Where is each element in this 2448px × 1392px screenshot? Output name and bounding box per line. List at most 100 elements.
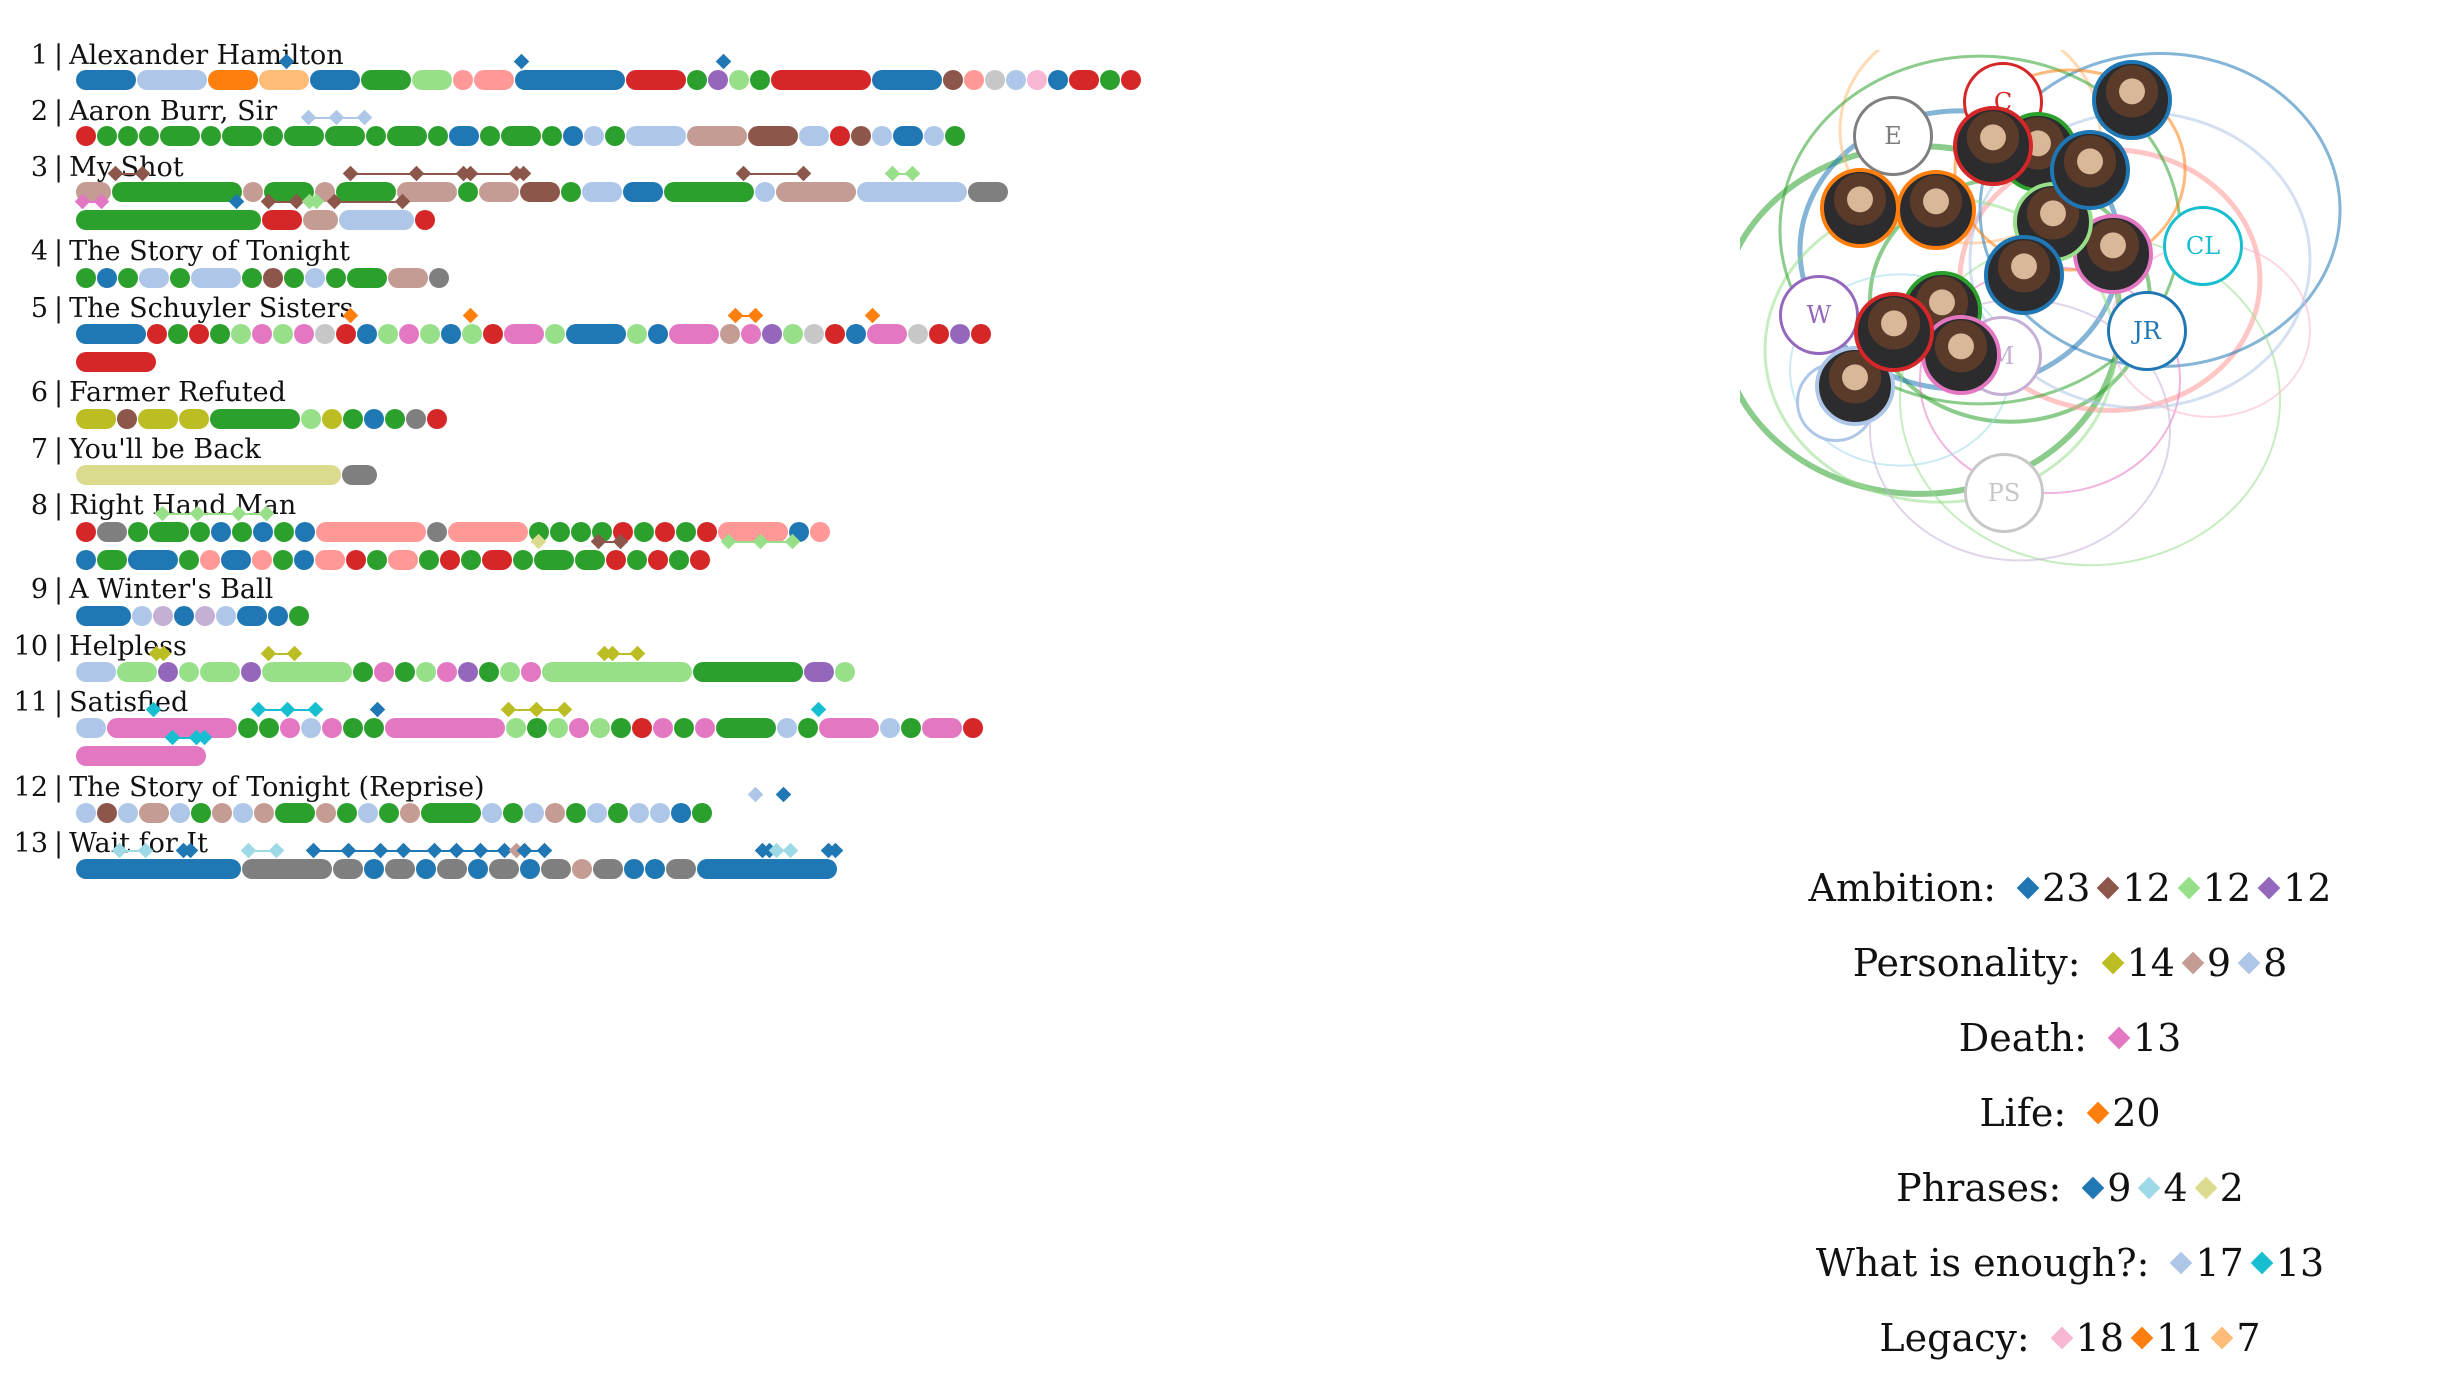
- dialogue-segment[interactable]: [242, 859, 332, 879]
- dialogue-dot[interactable]: [231, 324, 251, 344]
- dialogue-dot[interactable]: [416, 662, 436, 682]
- dialogue-dot[interactable]: [458, 662, 478, 682]
- dialogue-segment[interactable]: [336, 182, 396, 202]
- madison-photo[interactable]: [1854, 292, 1934, 372]
- dialogue-dot[interactable]: [608, 803, 628, 823]
- dialogue-segment[interactable]: [325, 126, 365, 146]
- dialogue-dot[interactable]: [527, 718, 547, 738]
- washington-photo[interactable]: [2092, 60, 2172, 140]
- dialogue-dot[interactable]: [524, 803, 544, 823]
- dialogue-segment[interactable]: [339, 210, 414, 230]
- dialogue-dot[interactable]: [273, 324, 293, 344]
- dialogue-segment[interactable]: [397, 182, 457, 202]
- legend-theme[interactable]: 8: [2237, 941, 2287, 985]
- dialogue-segment[interactable]: [534, 550, 574, 570]
- dialogue-segment[interactable]: [771, 70, 871, 90]
- dialogue-dot[interactable]: [76, 126, 96, 146]
- dialogue-dot[interactable]: [97, 268, 117, 288]
- dialogue-dot[interactable]: [462, 324, 482, 344]
- dialogue-dot[interactable]: [378, 324, 398, 344]
- dialogue-dot[interactable]: [632, 718, 652, 738]
- dialogue-dot[interactable]: [542, 126, 562, 146]
- dialogue-segment[interactable]: [264, 182, 314, 202]
- song-title[interactable]: 5 | The Schuyler Sisters: [0, 293, 354, 324]
- dialogue-segment[interactable]: [76, 465, 341, 485]
- theme-marker[interactable]: [864, 307, 881, 324]
- legend-theme[interactable]: 13: [2250, 1241, 2324, 1285]
- dialogue-segment[interactable]: [347, 268, 387, 288]
- dialogue-dot[interactable]: [294, 550, 314, 570]
- dialogue-dot[interactable]: [566, 803, 586, 823]
- dialogue-segment[interactable]: [489, 859, 519, 879]
- dialogue-dot[interactable]: [846, 324, 866, 344]
- dialogue-segment[interactable]: [200, 662, 240, 682]
- dialogue-dot[interactable]: [252, 324, 272, 344]
- theme-marker[interactable]: [747, 786, 764, 803]
- dialogue-segment[interactable]: [149, 522, 189, 542]
- legend-theme[interactable]: 12: [2177, 866, 2251, 910]
- dialogue-dot[interactable]: [653, 718, 673, 738]
- dialogue-dot[interactable]: [755, 182, 775, 202]
- dialogue-dot[interactable]: [624, 859, 644, 879]
- dialogue-segment[interactable]: [697, 859, 837, 879]
- song-title[interactable]: 7 | You'll be Back: [0, 434, 261, 465]
- dialogue-dot[interactable]: [963, 718, 983, 738]
- legend-theme[interactable]: 9: [2081, 1166, 2131, 1210]
- dialogue-segment[interactable]: [262, 210, 302, 230]
- dialogue-segment[interactable]: [210, 409, 300, 429]
- dialogue-segment[interactable]: [412, 70, 452, 90]
- dialogue-dot[interactable]: [191, 803, 211, 823]
- dialogue-dot[interactable]: [687, 70, 707, 90]
- dialogue-segment[interactable]: [541, 859, 571, 879]
- dialogue-dot[interactable]: [964, 70, 984, 90]
- legend-theme[interactable]: 11: [2130, 1316, 2204, 1360]
- dialogue-segment[interactable]: [520, 182, 560, 202]
- dialogue-segment[interactable]: [385, 718, 505, 738]
- theme-marker[interactable]: [369, 701, 386, 718]
- dialogue-dot[interactable]: [627, 550, 647, 570]
- dialogue-dot[interactable]: [76, 550, 96, 570]
- dialogue-dot[interactable]: [830, 126, 850, 146]
- dialogue-dot[interactable]: [243, 182, 263, 202]
- dialogue-dot[interactable]: [669, 550, 689, 570]
- theme-marker[interactable]: [513, 53, 530, 70]
- dialogue-dot[interactable]: [346, 550, 366, 570]
- dialogue-dot[interactable]: [1027, 70, 1047, 90]
- dialogue-segment[interactable]: [872, 70, 942, 90]
- dialogue-dot[interactable]: [406, 409, 426, 429]
- dialogue-dot[interactable]: [280, 718, 300, 738]
- dialogue-dot[interactable]: [415, 210, 435, 230]
- dialogue-dot[interactable]: [253, 522, 273, 542]
- dialogue-dot[interactable]: [1006, 70, 1026, 90]
- dialogue-segment[interactable]: [284, 126, 324, 146]
- dialogue-dot[interactable]: [521, 662, 541, 682]
- legend-theme[interactable]: 12: [2097, 866, 2171, 910]
- dialogue-segment[interactable]: [303, 210, 338, 230]
- dialogue-segment[interactable]: [137, 70, 207, 90]
- dialogue-segment[interactable]: [515, 70, 625, 90]
- dialogue-dot[interactable]: [117, 409, 137, 429]
- dialogue-dot[interactable]: [273, 550, 293, 570]
- dialogue-segment[interactable]: [259, 70, 309, 90]
- dialogue-dot[interactable]: [674, 718, 694, 738]
- dialogue-dot[interactable]: [364, 859, 384, 879]
- dialogue-dot[interactable]: [520, 859, 540, 879]
- dialogue-segment[interactable]: [76, 859, 241, 879]
- dialogue-segment[interactable]: [693, 662, 803, 682]
- dialogue-dot[interactable]: [851, 126, 871, 146]
- dialogue-dot[interactable]: [337, 803, 357, 823]
- song-title[interactable]: 3 | My Shot: [0, 152, 184, 183]
- dialogue-segment[interactable]: [542, 662, 692, 682]
- dialogue-dot[interactable]: [729, 70, 749, 90]
- dialogue-dot[interactable]: [627, 324, 647, 344]
- dialogue-dot[interactable]: [170, 268, 190, 288]
- dialogue-dot[interactable]: [590, 718, 610, 738]
- dialogue-dot[interactable]: [584, 126, 604, 146]
- dialogue-dot[interactable]: [908, 324, 928, 344]
- dialogue-segment[interactable]: [179, 409, 209, 429]
- dialogue-dot[interactable]: [174, 606, 194, 626]
- dialogue-dot[interactable]: [676, 522, 696, 542]
- dialogue-dot[interactable]: [315, 324, 335, 344]
- dialogue-dot[interactable]: [606, 550, 626, 570]
- dialogue-dot[interactable]: [835, 662, 855, 682]
